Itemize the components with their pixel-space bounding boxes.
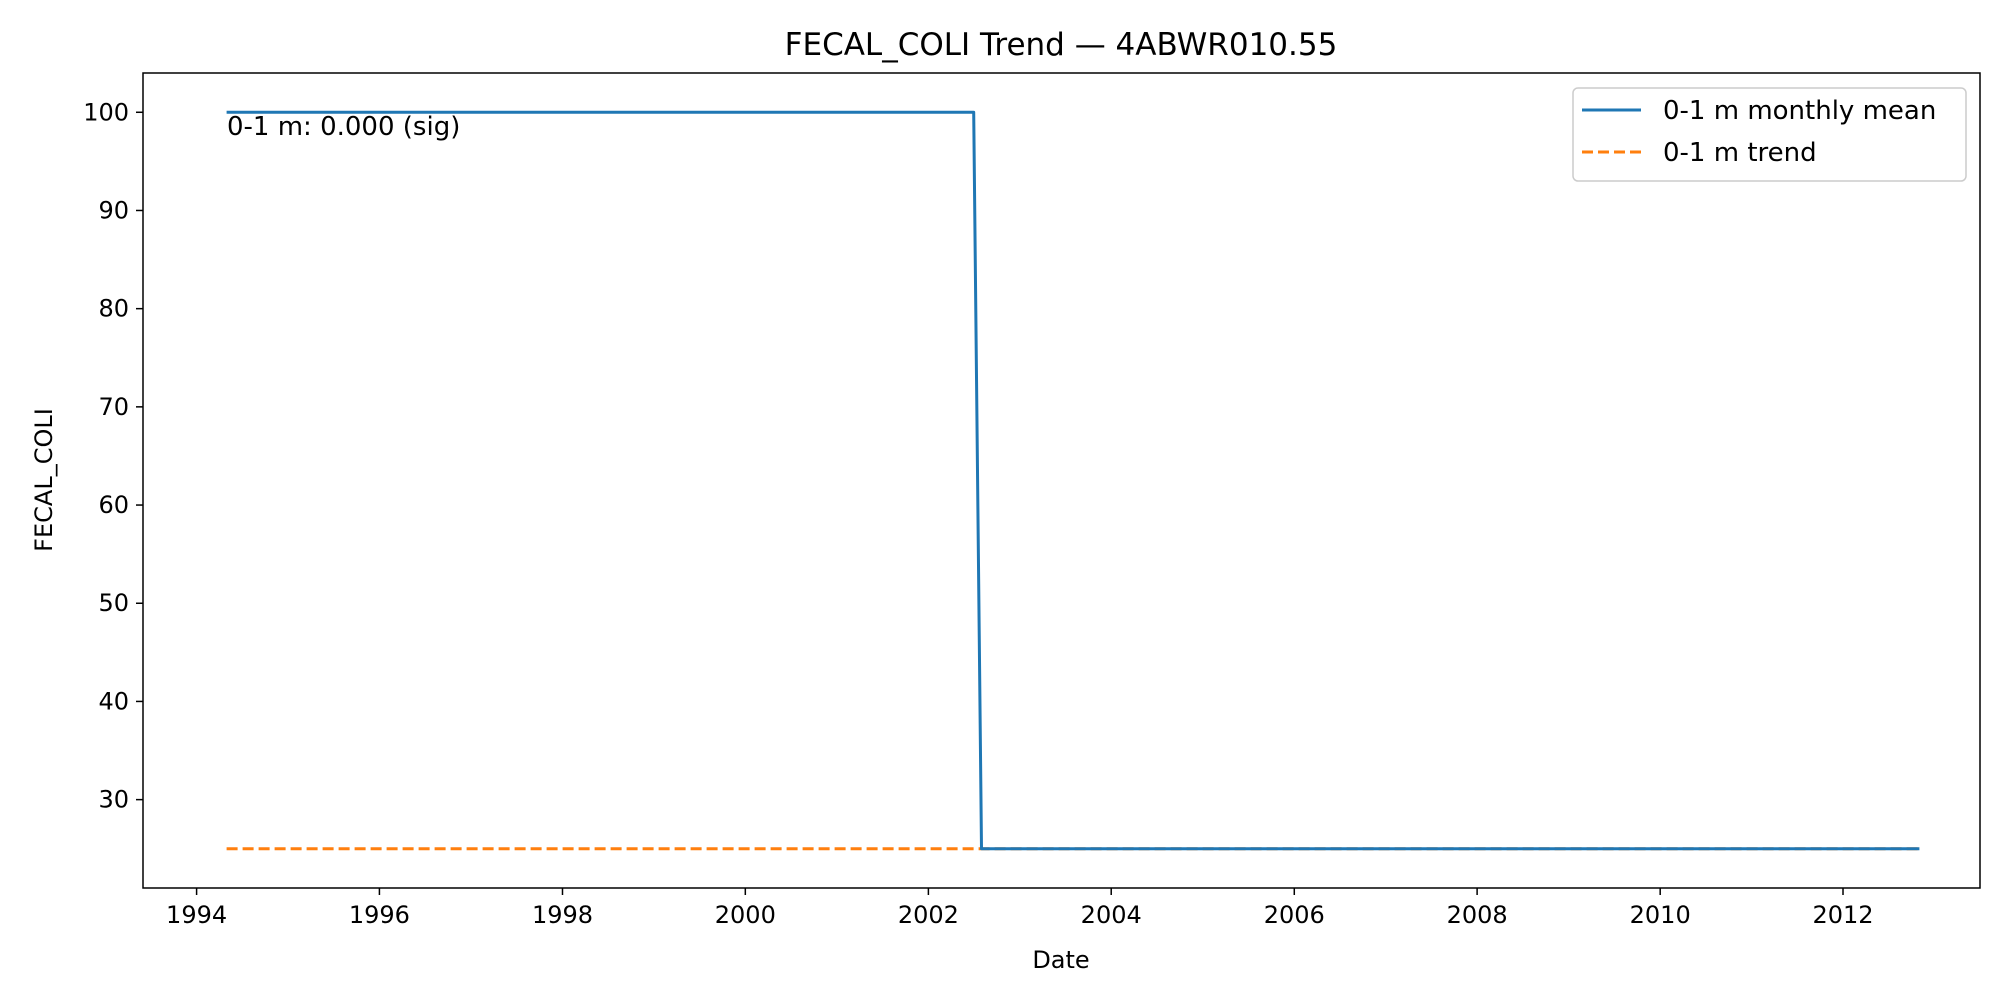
legend-box [1572, 87, 1967, 182]
y-axis-label: FECAL_COLI [30, 408, 58, 552]
x-tick-label: 2008 [1447, 901, 1508, 929]
x-tick-label: 2010 [1630, 901, 1691, 929]
x-axis-ticks: 1994 1996 1998 2000 2002 2004 2006 2008 2010 2012 [166, 888, 1874, 929]
x-tick-label: 1998 [532, 901, 593, 929]
x-tick-label: 2006 [1264, 901, 1325, 929]
x-tick-label: 2012 [1812, 901, 1873, 929]
trend-annotation: 0-1 m: 0.000 (sig) [227, 112, 460, 142]
y-tick-label: 70 [98, 393, 129, 421]
x-tick-label: 1994 [166, 901, 227, 929]
plot-area [142, 72, 1981, 889]
y-tick-label: 90 [98, 196, 129, 224]
series-layer [226, 110, 1920, 851]
chart-title: FECAL_COLI Trend — 4ABWR010.55 [785, 27, 1338, 63]
series-line-monthly-mean [226, 110, 1920, 851]
y-tick-label: 100 [83, 98, 129, 126]
y-tick-label: 50 [98, 589, 129, 617]
x-tick-label: 2000 [715, 901, 776, 929]
y-tick-label: 60 [98, 491, 129, 519]
y-tick-label: 30 [98, 786, 129, 814]
y-tick-label: 80 [98, 295, 129, 323]
x-axis-label: Date [1032, 946, 1089, 974]
legend-label-trend: 0-1 m trend [1663, 138, 1817, 168]
x-tick-label: 1996 [349, 901, 410, 929]
legend: 0-1 m monthly mean 0-1 m trend [1572, 87, 1967, 182]
x-tick-label: 2002 [898, 901, 959, 929]
y-tick-label: 40 [98, 687, 129, 715]
legend-label-monthly-mean: 0-1 m monthly mean [1663, 96, 1936, 126]
x-tick-label: 2004 [1081, 901, 1142, 929]
y-axis-ticks: 30 40 50 60 70 80 90 100 [83, 98, 143, 814]
